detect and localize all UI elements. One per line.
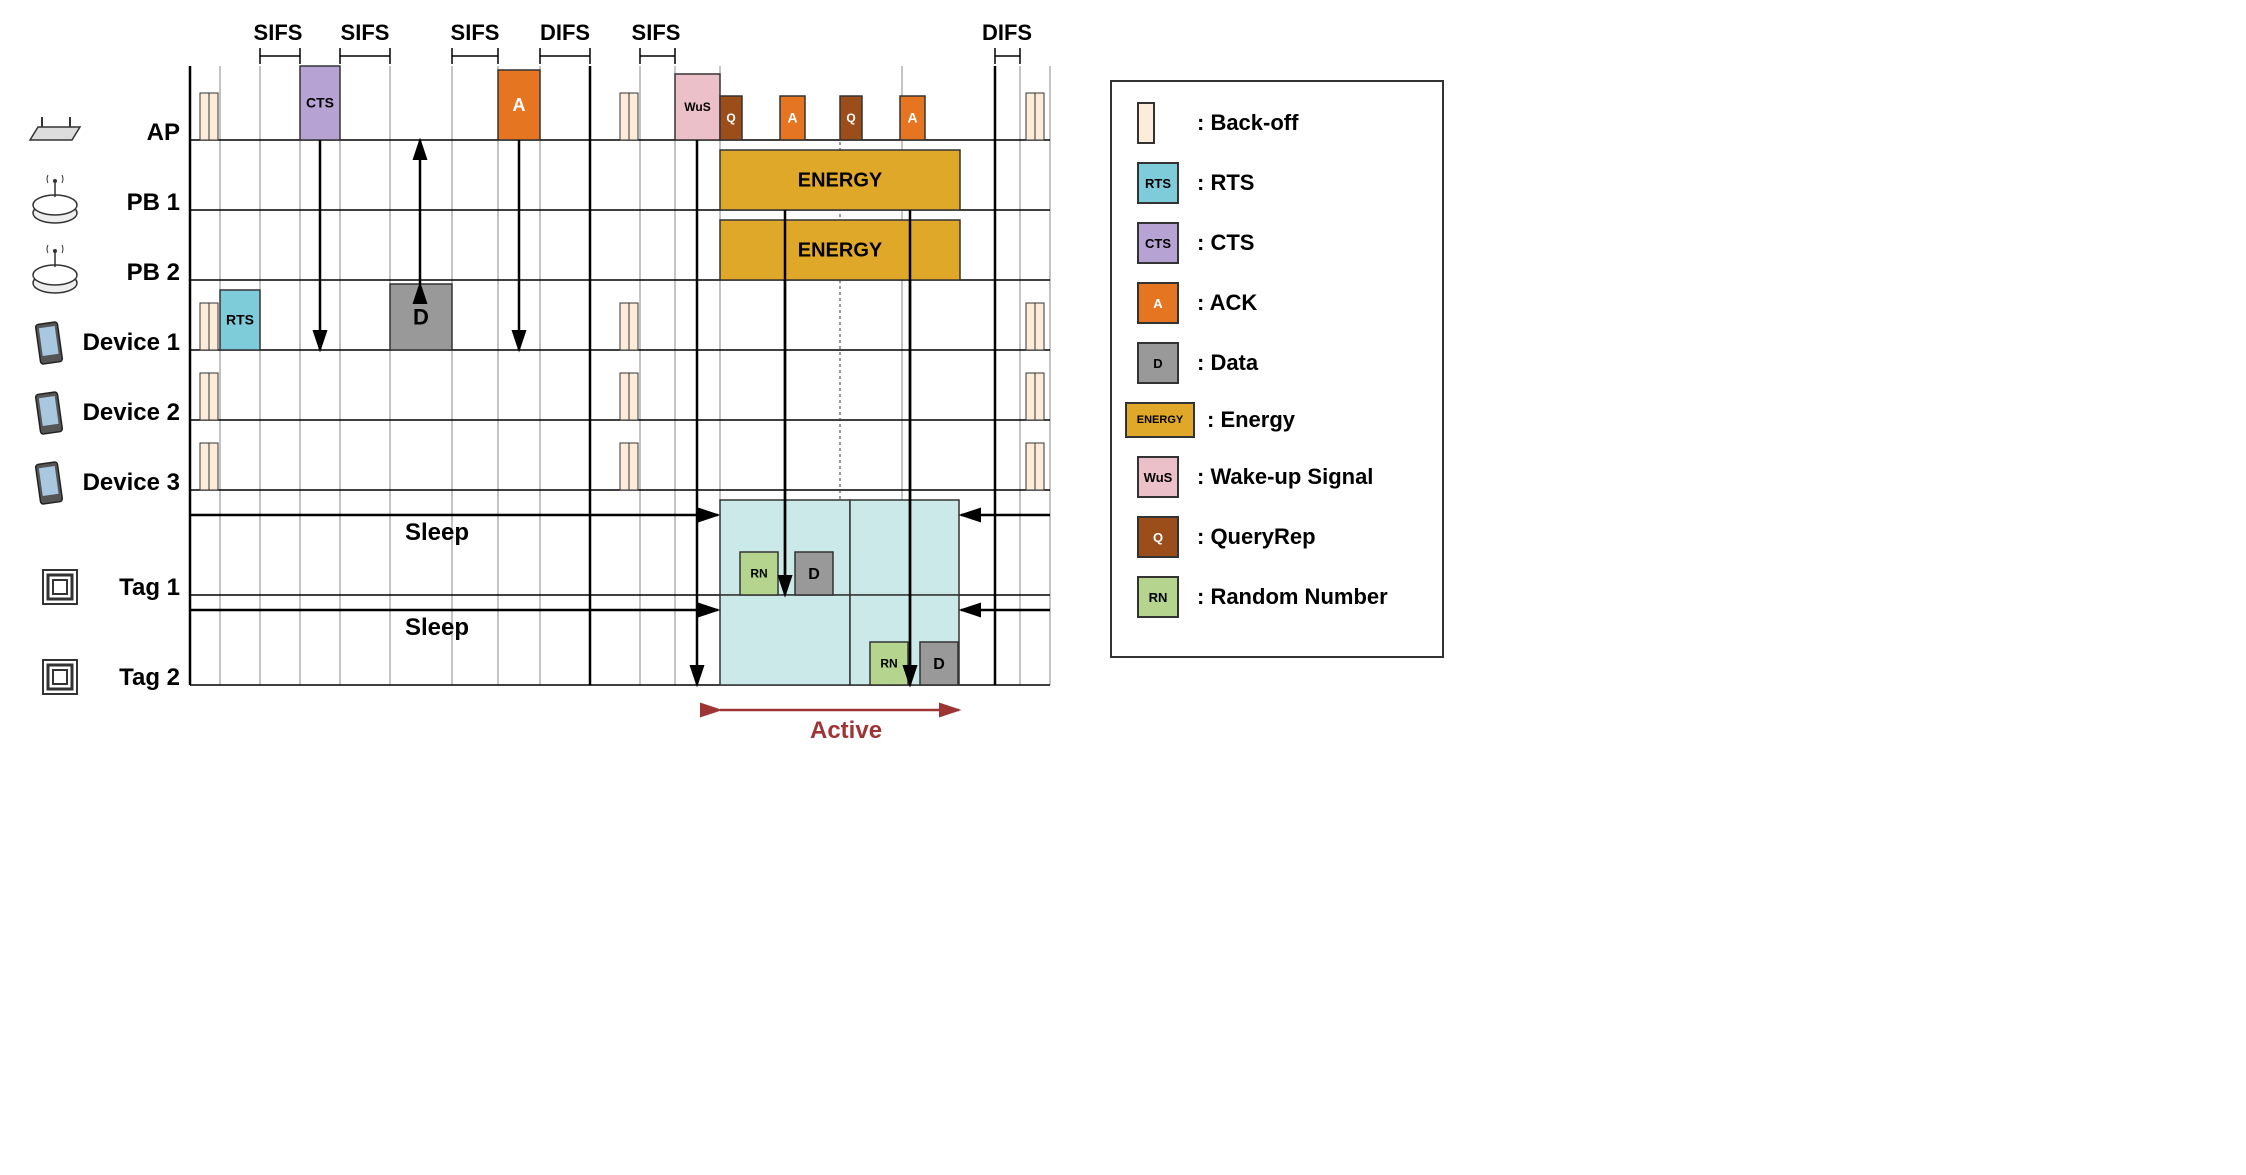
svg-text:SIFS: SIFS	[341, 20, 390, 45]
svg-text:AP: AP	[147, 119, 180, 146]
legend-item: : Back-off	[1137, 102, 1417, 144]
svg-text:PB 2: PB 2	[127, 259, 180, 286]
svg-text:Q: Q	[846, 111, 855, 125]
svg-text:WuS: WuS	[684, 100, 710, 114]
svg-text:ENERGY: ENERGY	[798, 170, 883, 192]
svg-text:RN: RN	[880, 657, 897, 671]
svg-text:Device 2: Device 2	[83, 399, 180, 426]
svg-text:RTS: RTS	[226, 312, 254, 328]
svg-text:Tag 1: Tag 1	[119, 574, 180, 601]
svg-text:Tag 2: Tag 2	[119, 664, 180, 691]
svg-text:Sleep: Sleep	[405, 614, 469, 641]
legend-item: A: ACK	[1137, 282, 1417, 324]
svg-text:Device 1: Device 1	[83, 329, 180, 356]
legend: : Back-off RTS: RTS CTS: CTS A: ACK D: Data E…	[1110, 80, 1444, 658]
svg-text:Active: Active	[810, 717, 882, 744]
legend-item: RTS: RTS	[1137, 162, 1417, 204]
svg-text:Sleep: Sleep	[405, 519, 469, 546]
legend-item: D: Data	[1137, 342, 1417, 384]
svg-text:PB 1: PB 1	[127, 189, 180, 216]
svg-text:A: A	[787, 110, 797, 126]
svg-text:Device 3: Device 3	[83, 469, 180, 496]
svg-text:A: A	[907, 110, 917, 126]
svg-text:DIFS: DIFS	[540, 20, 590, 45]
timing-diagram: SIFS SIFS SIFS DIFS SIFS DIFS AP PB 1 PB 2 Device…	[20, 20, 1070, 790]
legend-item: ENERGY: Energy	[1137, 402, 1417, 438]
svg-text:D: D	[933, 656, 945, 673]
svg-text:Q: Q	[726, 111, 735, 125]
svg-text:DIFS: DIFS	[982, 20, 1032, 45]
legend-item: RN: Random Number	[1137, 576, 1417, 618]
svg-text:A: A	[513, 95, 526, 115]
svg-text:CTS: CTS	[306, 95, 334, 111]
legend-item: WuS: Wake-up Signal	[1137, 456, 1417, 498]
svg-text:SIFS: SIFS	[632, 20, 681, 45]
svg-text:SIFS: SIFS	[451, 20, 500, 45]
svg-text:D: D	[413, 304, 429, 329]
legend-item: CTS: CTS	[1137, 222, 1417, 264]
legend-item: Q: QueryRep	[1137, 516, 1417, 558]
svg-text:ENERGY: ENERGY	[798, 240, 883, 262]
svg-text:D: D	[808, 566, 820, 583]
svg-text:RN: RN	[750, 567, 767, 581]
svg-text:SIFS: SIFS	[254, 20, 303, 45]
